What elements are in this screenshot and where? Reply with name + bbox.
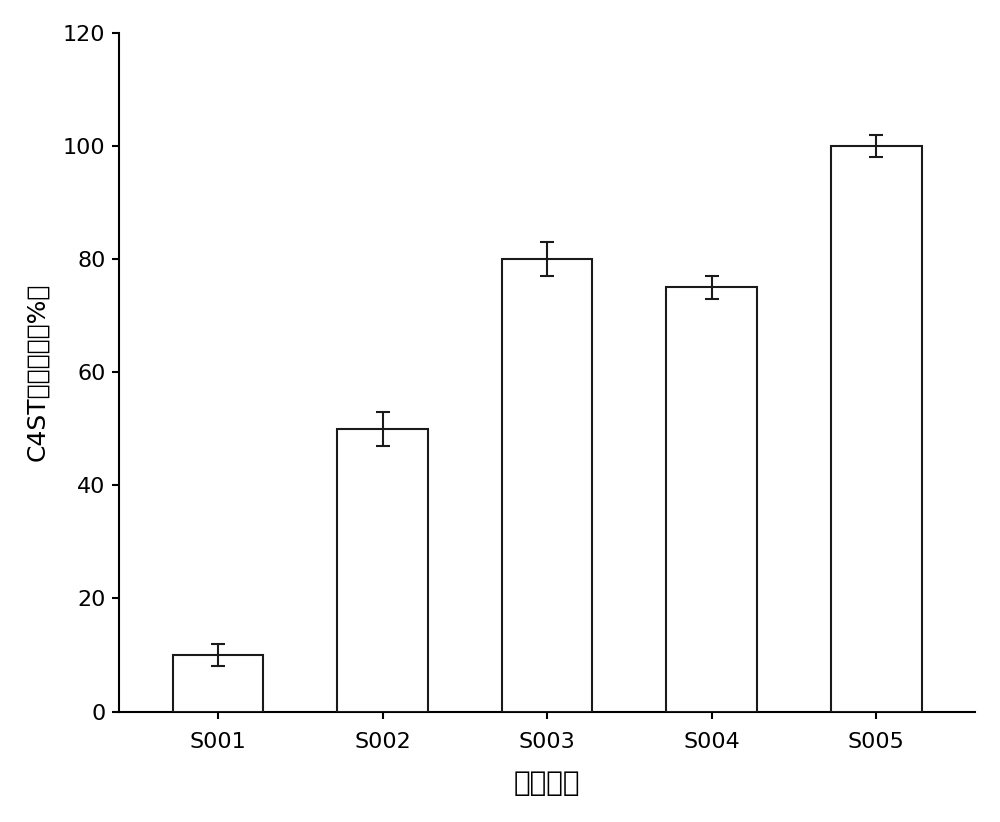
X-axis label: 重组菌株: 重组菌株 bbox=[514, 769, 580, 797]
Y-axis label: C4ST相对酶活（%）: C4ST相对酶活（%） bbox=[25, 283, 49, 461]
Bar bbox=[173, 655, 263, 712]
Bar bbox=[666, 288, 757, 712]
Bar bbox=[337, 429, 428, 712]
Bar bbox=[502, 259, 592, 712]
Bar bbox=[831, 146, 922, 712]
